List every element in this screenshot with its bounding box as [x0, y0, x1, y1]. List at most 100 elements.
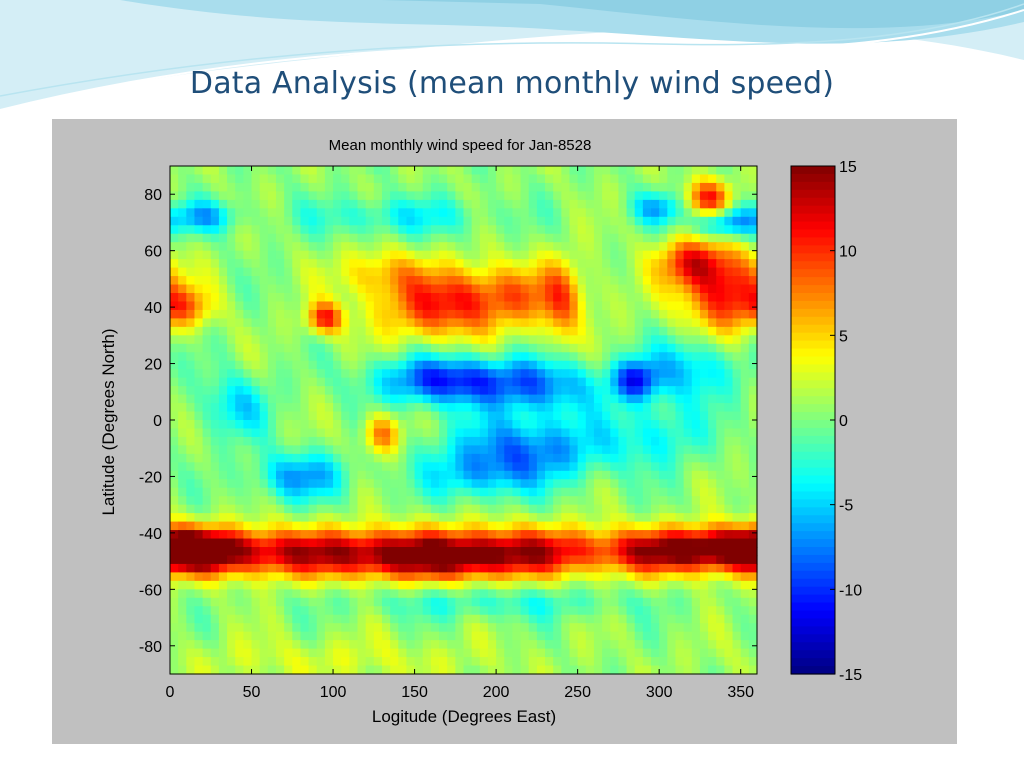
- heatmap-cell: [422, 420, 432, 430]
- heatmap-cell: [675, 479, 685, 489]
- heatmap-cell: [496, 479, 505, 489]
- heatmap-cell: [626, 242, 636, 252]
- heatmap-cell: [390, 420, 399, 430]
- heatmap-cell: [251, 293, 261, 303]
- heatmap-cell: [520, 377, 530, 387]
- heatmap-cell: [333, 445, 342, 455]
- heatmap-cell: [447, 487, 456, 497]
- heatmap-cell: [170, 538, 179, 548]
- heatmap-cell: [381, 360, 391, 370]
- heatmap-cell: [699, 369, 709, 379]
- heatmap-cell: [308, 352, 318, 362]
- heatmap-cell: [642, 657, 652, 667]
- heatmap-cell: [439, 614, 448, 624]
- heatmap-cell: [610, 182, 619, 192]
- heatmap-cell: [675, 216, 685, 226]
- heatmap-cell: [284, 665, 293, 675]
- heatmap-cell: [218, 428, 228, 438]
- heatmap-cell: [365, 555, 375, 565]
- heatmap-cell: [243, 504, 253, 514]
- heatmap-cell: [251, 267, 261, 277]
- heatmap-cell: [267, 606, 277, 616]
- heatmap-cell: [333, 496, 342, 506]
- heatmap-cell: [553, 504, 562, 514]
- heatmap-cell: [724, 487, 734, 497]
- heatmap-cell: [683, 640, 693, 650]
- heatmap-cell: [708, 216, 717, 226]
- heatmap-cell: [659, 259, 668, 269]
- heatmap-cell: [479, 470, 489, 480]
- heatmap-cell: [683, 614, 693, 624]
- heatmap-cell: [308, 335, 318, 345]
- heatmap-cell: [267, 411, 277, 421]
- heatmap-cell: [553, 191, 562, 201]
- heatmap-cell: [593, 504, 603, 514]
- heatmap-cell: [471, 182, 481, 192]
- heatmap-cell: [447, 580, 456, 590]
- heatmap-cell: [675, 208, 685, 218]
- heatmap-cell: [357, 589, 367, 599]
- heatmap-cell: [275, 665, 285, 675]
- heatmap-cell: [585, 462, 595, 472]
- heatmap-cell: [447, 555, 456, 565]
- heatmap-cell: [398, 174, 408, 184]
- heatmap-cell: [365, 259, 375, 269]
- heatmap-cell: [748, 267, 758, 277]
- heatmap-cell: [732, 182, 742, 192]
- heatmap-cell: [618, 208, 628, 218]
- heatmap-cell: [381, 166, 391, 176]
- heatmap-cell: [585, 538, 595, 548]
- heatmap-cell: [333, 225, 342, 235]
- heatmap-cell: [414, 377, 424, 387]
- heatmap-cell: [235, 284, 244, 294]
- heatmap-cell: [634, 428, 644, 438]
- heatmap-cell: [667, 555, 677, 565]
- heatmap-cell: [748, 513, 758, 523]
- heatmap-cell: [659, 479, 668, 489]
- heatmap-cell: [634, 309, 644, 319]
- heatmap-cell: [439, 352, 448, 362]
- heatmap-cell: [504, 580, 514, 590]
- heatmap-cell: [593, 250, 603, 260]
- heatmap-cell: [691, 504, 701, 514]
- heatmap-cell: [439, 589, 448, 599]
- heatmap-cell: [593, 276, 603, 286]
- heatmap-cell: [724, 648, 734, 658]
- heatmap-cell: [390, 589, 399, 599]
- heatmap-cell: [251, 445, 261, 455]
- heatmap-cell: [585, 563, 595, 573]
- heatmap-cell: [186, 242, 196, 252]
- heatmap-cell: [406, 445, 416, 455]
- heatmap-cell: [610, 547, 619, 557]
- heatmap-cell: [218, 462, 228, 472]
- heatmap-cell: [194, 631, 204, 641]
- heatmap-cell: [536, 420, 546, 430]
- colorbar-tick-label: -5: [839, 498, 853, 515]
- heatmap-cell: [324, 538, 334, 548]
- heatmap-cell: [414, 445, 424, 455]
- heatmap-cell: [699, 259, 709, 269]
- heatmap-cell: [447, 547, 456, 557]
- heatmap-cell: [324, 242, 334, 252]
- heatmap-cell: [593, 445, 603, 455]
- y-tick-label: -60: [139, 582, 162, 599]
- heatmap-cell: [545, 436, 554, 446]
- heatmap-cell: [577, 436, 587, 446]
- heatmap-cell: [593, 563, 603, 573]
- heatmap-cell: [463, 259, 473, 269]
- heatmap-cell: [414, 606, 424, 616]
- heatmap-cell: [610, 530, 619, 540]
- heatmap-cell: [308, 233, 318, 243]
- heatmap-cell: [202, 191, 212, 201]
- heatmap-cell: [210, 563, 220, 573]
- heatmap-cell: [699, 538, 709, 548]
- heatmap-cell: [545, 335, 554, 345]
- heatmap-cell: [390, 470, 399, 480]
- heatmap-cell: [504, 640, 514, 650]
- heatmap-cell: [479, 580, 489, 590]
- heatmap-cell: [455, 301, 465, 311]
- heatmap-cell: [447, 648, 456, 658]
- heatmap-cell: [178, 335, 187, 345]
- heatmap-cell: [675, 589, 685, 599]
- heatmap-cell: [235, 538, 244, 548]
